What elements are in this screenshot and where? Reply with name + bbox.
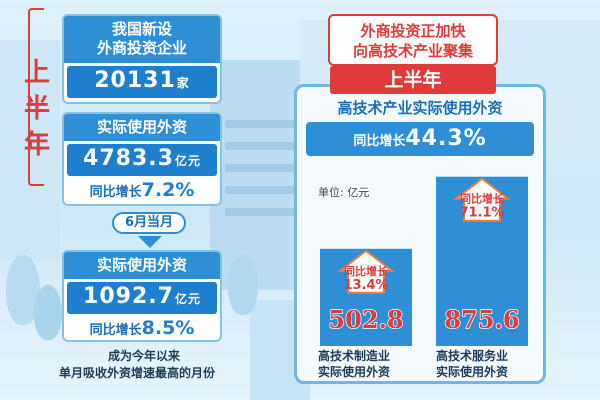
bg-building [210,60,300,290]
side-char: 年 [23,130,50,160]
value-number: 4783.3 [83,146,174,171]
new-enterprises-card: 我国新设 外商投资企业 20131家 [62,14,222,104]
bg-building [0,40,60,260]
growth-label: 同比增长 [460,192,505,206]
bg-tree [228,255,258,315]
category-line: 高技术服务业 [435,349,508,363]
bar-category-label: 高技术服务业 实际使用外资 [412,348,532,380]
growth-value: 8.5% [141,317,195,339]
bg-building-windows [225,120,295,128]
card-title-line: 我国新设 [111,20,172,38]
category-line: 实际使用外资 [317,365,390,379]
growth-label: 同比增长 [344,264,389,278]
side-char: 半 [23,94,50,124]
month-tag: 6月当月 [112,212,186,234]
value-unit: 亿元 [174,292,201,306]
card-title-line: 外商投资企业 [96,39,187,57]
growth-label: 同比增长 [89,185,142,200]
bg-tree [34,285,62,340]
right-title: 外商投资正加快 向高技术产业聚集 [328,14,498,66]
category-line: 高技术制造业 [317,349,390,363]
card-value: 4783.3亿元 [67,144,217,176]
growth-label: 同比增长 [89,323,142,338]
growth-line: 同比增长8.5% [64,317,220,342]
side-label-half-year: 上 半 年 [22,55,52,163]
category-line: 实际使用外资 [435,365,508,379]
growth-label: 同比增长 [353,134,406,149]
growth-value: 71.1% [459,206,504,221]
side-char: 上 [23,58,50,88]
panel-growth: 同比增长44.3% [306,122,534,156]
note-text: 成为今年以来 单月吸收外资增速最高的月份 [59,348,224,382]
half-year-badge: 上半年 [330,66,496,94]
bar-value-label: 502.8 [328,305,403,334]
growth-value: 44.3% [405,126,487,151]
growth-arrow-icon [453,177,511,222]
card-title: 我国新设 外商投资企业 [64,16,220,63]
note-line: 成为今年以来 [107,349,180,363]
right-title-line: 向高技术产业聚集 [352,42,473,60]
value-number: 20131 [94,68,176,93]
card-value: 20131家 [67,66,217,98]
bar-value-label: 875.6 [444,305,519,334]
growth-value: 7.2% [141,179,195,201]
foreign-capital-june-card: 实际使用外资 1092.7亿元 同比增长8.5% [62,250,222,342]
bar-category-label: 高技术制造业 实际使用外资 [294,348,414,380]
foreign-capital-half-year-card: 实际使用外资 4783.3亿元 同比增长7.2% [62,112,222,206]
side-bracket [28,8,44,186]
card-title: 实际使用外资 [64,114,220,141]
value-number: 1092.7 [83,284,174,309]
unit-label: 单位: 亿元 [318,186,370,199]
growth-line: 同比增长7.2% [64,179,220,204]
value-unit: 亿元 [174,154,201,168]
note-line: 单月吸收外资增速最高的月份 [58,366,215,380]
card-value: 1092.7亿元 [67,282,217,314]
right-title-line: 外商投资正加快 [360,22,466,40]
down-arrow-icon [138,236,162,248]
panel-title: 高技术产业实际使用外资 [337,99,503,117]
card-title: 实际使用外资 [64,252,220,279]
growth-value: 13.4% [343,278,388,293]
value-unit: 家 [176,76,190,90]
growth-arrow-icon [337,249,395,294]
